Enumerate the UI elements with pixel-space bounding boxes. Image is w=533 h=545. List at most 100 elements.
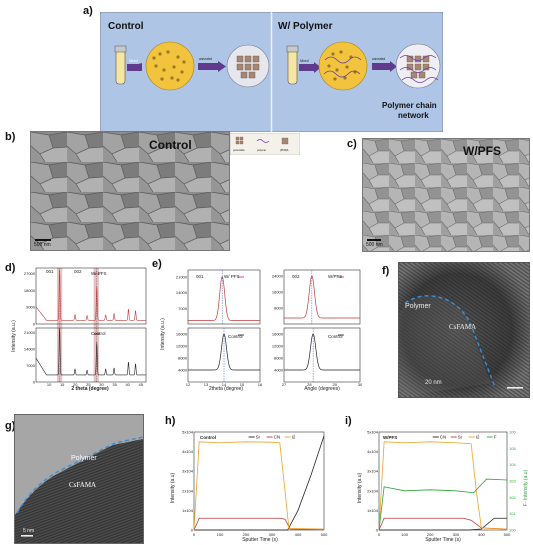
sims-frame bbox=[378, 431, 508, 531]
xrd-chart-d: Intensity (a.u.) 2 theta (degree) W/ PFS… bbox=[11, 267, 147, 392]
d-xtick: 40 bbox=[125, 382, 130, 387]
sims-ytick: 5x104 bbox=[367, 430, 379, 435]
sims-legend-label: Si bbox=[256, 435, 260, 440]
sims-series-i2 bbox=[193, 441, 325, 531]
e-series-line bbox=[284, 275, 360, 319]
e-ytick: 8000 bbox=[274, 356, 284, 361]
e-xtick: 13 bbox=[204, 382, 209, 387]
panel-g-label: g) bbox=[5, 420, 16, 432]
d-ytick: 0 bbox=[33, 380, 36, 385]
e-xtick: 12 bbox=[186, 382, 191, 387]
d-peak-001: 001 bbox=[46, 269, 54, 274]
vial-icon-right bbox=[286, 45, 299, 85]
d-ytick: 21000 bbox=[24, 330, 36, 335]
d-xtick: 25 bbox=[86, 382, 91, 387]
polymer-boundary-f bbox=[404, 295, 496, 388]
d-xtick: 15 bbox=[60, 382, 65, 387]
e-xtick: 14 bbox=[222, 382, 227, 387]
tem-image-g: Polymer CsFAMA 5 nm bbox=[14, 414, 144, 544]
tem-f-material-label: CsFAMA bbox=[449, 323, 477, 331]
e-left-legend-top: W/ PFS bbox=[224, 274, 240, 279]
e-xtick: 15 bbox=[240, 382, 245, 387]
sims-ytick: 3x104 bbox=[182, 469, 194, 474]
d-ytick: 27000 bbox=[24, 271, 36, 276]
anneal-label-right: annealed bbox=[372, 57, 385, 61]
i-legend: CN Si I2 F bbox=[432, 435, 497, 440]
e-xtick: 28 bbox=[307, 382, 312, 387]
anneal-label-left: annealed bbox=[199, 57, 212, 61]
e-ylabel: Intensity (a.u.) bbox=[160, 318, 166, 350]
sims-ytick-right: 104 bbox=[509, 462, 516, 467]
e-ytick: 4000 bbox=[274, 368, 284, 373]
e-ytick: 8000 bbox=[178, 356, 188, 361]
tofsims-chart-i: Intensity (a.u) F- Intensity (a.u) Sputt… bbox=[357, 430, 529, 544]
d-ticks: 27000 18000 9000 0 21000 14000 7000 0 10 15 20 25 30… bbox=[24, 271, 144, 387]
mix-label-right: Mixed bbox=[300, 59, 309, 63]
mix-arrow-right bbox=[299, 64, 314, 71]
d-xtick: 45 bbox=[139, 382, 144, 387]
d-xtick: 30 bbox=[99, 382, 104, 387]
schematic-legend: perovskite polymer [PbI6]4- bbox=[230, 133, 300, 155]
panel-e-label: e) bbox=[152, 258, 162, 270]
i-xlabel: Sputter Time (s) bbox=[425, 537, 461, 543]
e-frame bbox=[283, 269, 361, 325]
sem-b-title: Control bbox=[149, 138, 192, 152]
e-ytick: 21000 bbox=[176, 274, 188, 279]
sims-series-f bbox=[378, 478, 508, 531]
sims-ytick-right: 103 bbox=[509, 479, 516, 484]
d-ytick: 9000 bbox=[26, 305, 36, 310]
sims-series-si bbox=[194, 435, 325, 531]
d-ytick: 7000 bbox=[26, 363, 36, 368]
d-frame bbox=[35, 327, 147, 383]
perovskite-grain-polymer bbox=[318, 41, 368, 91]
tem-g-polymer-label: Polymer bbox=[71, 455, 97, 462]
i-ylabel-right: F- Intensity (a.u) bbox=[523, 469, 529, 506]
scalebar-c-label: 500 nm bbox=[366, 242, 383, 248]
panel-f-label: f) bbox=[382, 265, 390, 277]
sem-image-control: Control 500 nm bbox=[30, 131, 230, 251]
mix-label-left: Mixed bbox=[129, 59, 138, 63]
h-title: Control bbox=[200, 435, 216, 440]
e-ytick: 16000 bbox=[272, 290, 284, 295]
i-ylabel: Intensity (a.u) bbox=[357, 473, 363, 504]
e-left-plot bbox=[187, 269, 261, 383]
h-legend: Si CN I2 bbox=[248, 435, 296, 440]
panel-h-label: h) bbox=[165, 415, 176, 427]
legend-pbi6: [PbI6]4- bbox=[280, 148, 289, 152]
e-left-legend-bottom: Control bbox=[228, 334, 243, 339]
d-series-line bbox=[35, 327, 146, 376]
scalebar-g bbox=[21, 535, 33, 537]
d-legend-top: W/ PFS bbox=[91, 271, 107, 276]
sims-xtick: 400 bbox=[295, 532, 302, 537]
sem-c-title: W/PFS bbox=[463, 144, 501, 158]
d-ytick: 14000 bbox=[24, 347, 36, 352]
i-title: W/PFS bbox=[383, 435, 397, 440]
sims-ytick: 3x104 bbox=[367, 469, 379, 474]
sims-ytick: 1x104 bbox=[182, 508, 194, 513]
sims-ytick: 5x104 bbox=[182, 430, 194, 435]
sims-legend-label: F bbox=[494, 435, 497, 440]
e-series-line bbox=[188, 276, 260, 321]
sims-legend-label: Si bbox=[458, 435, 462, 440]
e-ytick: 12000 bbox=[272, 344, 284, 349]
h-xlabel: Sputter Time (s) bbox=[242, 537, 278, 543]
h-plot-area: 5x104 4x104 3x104 2x104 1x104 00 100 200 300 400 5… bbox=[182, 430, 328, 538]
d-series-line bbox=[35, 269, 146, 321]
sims-xtick: 500 bbox=[504, 532, 511, 537]
sims-xtick: 100 bbox=[217, 532, 224, 537]
anneal-arrow-right bbox=[372, 63, 390, 70]
sims-ytick: 4x104 bbox=[367, 449, 379, 454]
sims-xtick: 300 bbox=[452, 532, 459, 537]
e-ytick: 7000 bbox=[178, 306, 188, 311]
sims-frame bbox=[193, 431, 325, 531]
sims-xtick: 0 bbox=[193, 532, 196, 537]
e-xtick: 29 bbox=[332, 382, 337, 387]
d-xtick: 20 bbox=[73, 382, 78, 387]
d-xlabel: 2 theta (degree) bbox=[71, 386, 109, 392]
panel-a-label: a) bbox=[83, 5, 93, 17]
sims-xtick: 0 bbox=[378, 532, 381, 537]
tofsims-chart-h: Intensity (a.u) Sputter Time (s) 5x104 4x… bbox=[170, 430, 328, 544]
e-ytick: 12000 bbox=[176, 344, 188, 349]
network-label-line1: Polymer chain bbox=[382, 101, 437, 110]
sims-xtick: 200 bbox=[243, 532, 250, 537]
